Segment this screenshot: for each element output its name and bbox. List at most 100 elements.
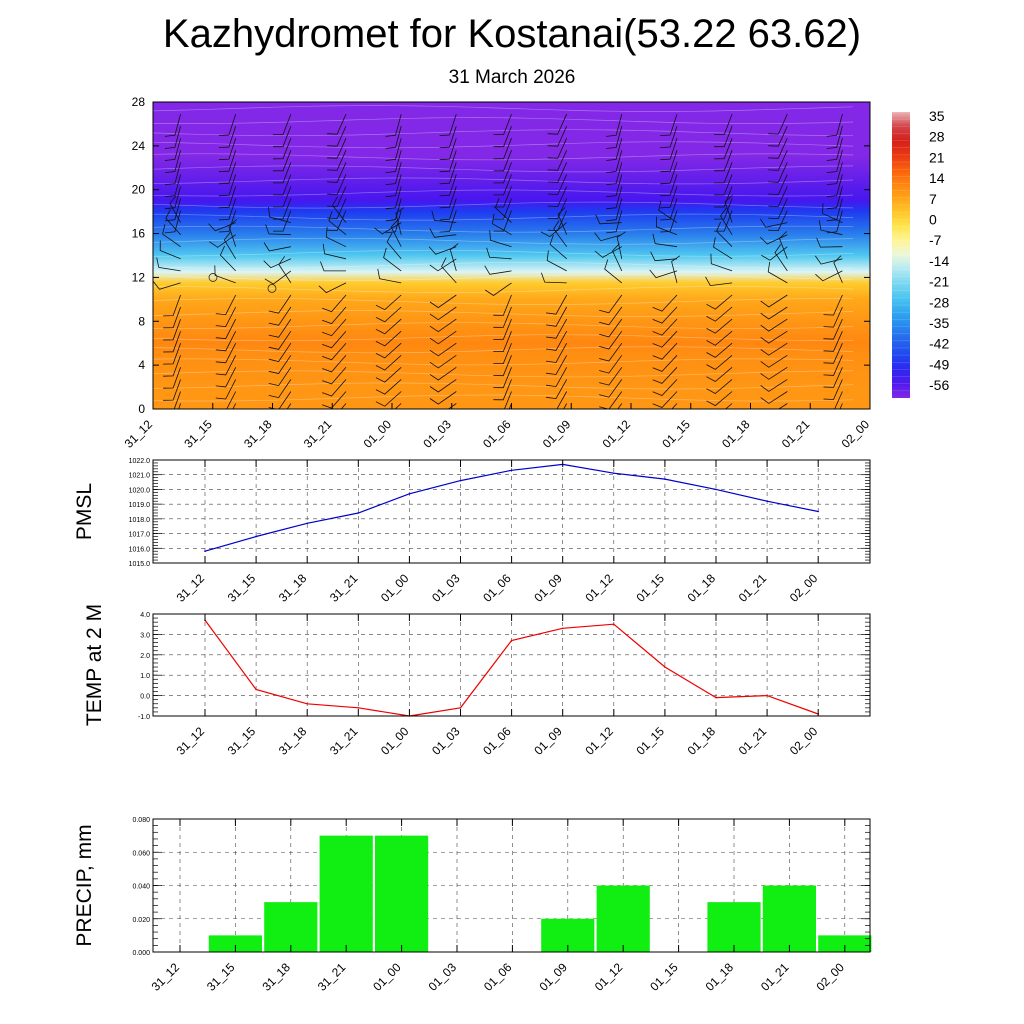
heatmap-x-tick-label: 01_18 [719, 417, 753, 451]
x-tick-label: 31_15 [225, 571, 259, 605]
wind-barb [594, 246, 622, 258]
wind-barb [652, 306, 678, 324]
wind-barb [660, 198, 678, 221]
wind-barb [823, 379, 843, 400]
y-tick-label: 1021.0 [129, 473, 151, 480]
wind-barb [834, 391, 843, 409]
wind-barb [706, 330, 733, 346]
heatmap-y-tick-label: 12 [132, 270, 146, 284]
x-tick-label: 31_18 [259, 960, 293, 994]
wind-barb [823, 343, 843, 364]
colorbar-label: -49 [929, 356, 949, 372]
wind-barb [660, 113, 678, 136]
wind-barb [449, 243, 459, 272]
wind-barb [606, 150, 623, 173]
wind-barb [273, 186, 292, 208]
wind-barb [218, 138, 237, 161]
precip-bar [762, 885, 816, 952]
wind-barb [395, 207, 405, 235]
colorbar-label: 28 [929, 129, 945, 145]
wind-barb [823, 367, 843, 388]
wind-barb [759, 234, 788, 245]
wind-barb [714, 198, 733, 220]
wind-barb [720, 207, 733, 235]
wind-barb [652, 233, 678, 248]
wind-barb [606, 162, 623, 185]
wind-barb [215, 318, 237, 340]
wind-barb [599, 391, 623, 409]
wind-barb [606, 125, 623, 149]
wind-barb [215, 367, 237, 388]
x-tick-label: 01_18 [703, 960, 737, 994]
wind-barb [714, 150, 733, 172]
data-point [715, 488, 717, 491]
x-tick-label: 01_15 [634, 571, 668, 605]
wind-barb [649, 269, 678, 279]
x-tick-label: 31_15 [204, 960, 238, 994]
wind-barb [660, 150, 678, 173]
wind-barb [322, 294, 347, 313]
contour-line [153, 394, 854, 402]
calm-marker [267, 283, 277, 293]
wind-barb [163, 331, 181, 353]
x-tick-label: 01_18 [685, 571, 719, 605]
wind-barb [818, 220, 843, 236]
heatmap-x-tick-label: 01_15 [659, 417, 693, 451]
wind-barb [546, 391, 568, 409]
wind-barb [493, 138, 512, 160]
data-point [459, 479, 462, 482]
wind-barb [429, 342, 457, 357]
calm-marker [208, 273, 218, 282]
colorbar-label: 7 [929, 191, 937, 207]
x-tick-label: 01_15 [647, 960, 681, 994]
wind-barb [540, 222, 567, 238]
wind-barb [493, 343, 512, 365]
wind-barb [156, 257, 181, 272]
wind-barb [439, 125, 457, 148]
wind-barb [493, 355, 512, 377]
wind-barb [760, 379, 788, 392]
wind-barb [318, 282, 347, 294]
x-tick-label: 01_15 [634, 724, 668, 758]
heatmap-x-tick-label: 31_12 [122, 417, 156, 451]
x-tick-label: 01_21 [736, 724, 770, 758]
wind-barb [163, 379, 181, 401]
wind-barb [429, 379, 457, 393]
wind-barb [761, 246, 788, 261]
wind-barb [493, 318, 512, 340]
wind-barb [546, 355, 568, 375]
wind-barb [714, 186, 733, 208]
wind-barb [215, 379, 237, 400]
wind-barb [163, 343, 181, 365]
colorbar-label: -7 [929, 232, 942, 248]
heatmap-x-tick-label: 02_00 [839, 417, 873, 451]
contour-line [153, 225, 854, 233]
wind-barb [159, 240, 181, 260]
wind-barb [599, 379, 623, 398]
wind-barbs [153, 113, 843, 409]
wind-barb [385, 150, 402, 173]
wind-barb [547, 198, 568, 220]
wind-barb [768, 162, 788, 183]
x-tick-label: 02_00 [787, 571, 821, 605]
data-point [204, 550, 206, 553]
x-tick-label: 31_21 [315, 960, 349, 994]
y-tick-label: 1015.0 [129, 561, 151, 568]
wind-barb [714, 113, 733, 135]
wind-barb [491, 213, 512, 236]
wind-barb [606, 210, 623, 234]
wind-barb [774, 244, 788, 272]
x-tick-label: 01_09 [531, 571, 565, 605]
wind-barb [504, 391, 512, 409]
heatmap-x-tick-label: 01_21 [779, 417, 813, 451]
wind-barb [493, 306, 512, 328]
wind-barb [706, 318, 733, 334]
x-tick-label: 02_00 [813, 960, 847, 994]
wind-barb [268, 294, 292, 314]
wind-barb [759, 218, 788, 228]
wind-barb [493, 198, 512, 220]
data-point [510, 639, 513, 642]
x-tick-label: 01_12 [592, 960, 626, 994]
wind-barb [616, 231, 626, 259]
wind-barb [826, 174, 843, 198]
